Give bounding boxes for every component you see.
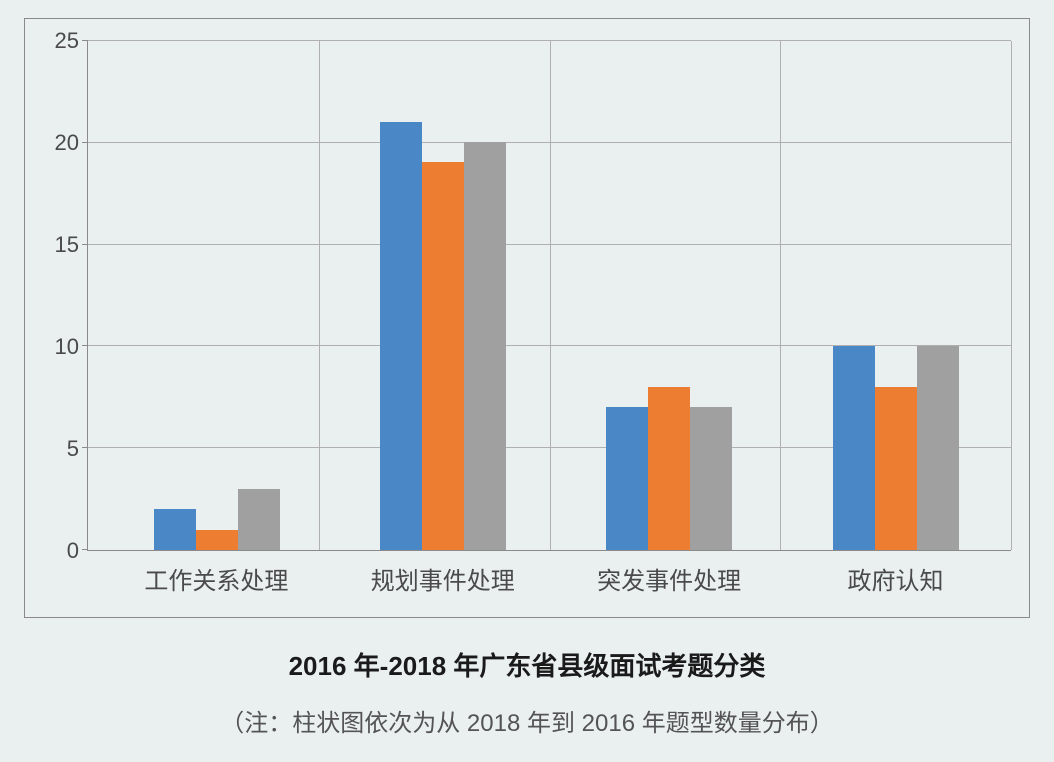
y-tick-label: 10 <box>55 334 79 360</box>
bar <box>606 407 648 550</box>
v-gridline <box>319 41 320 550</box>
bar <box>238 489 280 550</box>
y-tick-label: 5 <box>67 436 79 462</box>
bar <box>380 122 422 550</box>
bar <box>690 407 732 550</box>
bar <box>875 387 917 550</box>
chart-title: 2016 年-2018 年广东省县级面试考题分类 <box>24 646 1030 683</box>
x-tick-label: 突发事件处理 <box>597 561 741 596</box>
v-gridline <box>780 41 781 550</box>
y-tick-label: 20 <box>55 130 79 156</box>
v-gridline <box>1011 41 1012 550</box>
bar-group <box>380 122 506 550</box>
bar-group <box>154 489 280 550</box>
bar <box>648 387 690 550</box>
x-tick-label: 政府认知 <box>848 561 944 596</box>
y-tick-mark <box>82 549 88 550</box>
bar <box>422 162 464 550</box>
plot-wrap: 0510152025 <box>43 41 1011 551</box>
bar <box>833 346 875 550</box>
bar-group <box>606 387 732 550</box>
y-axis: 0510152025 <box>43 41 87 551</box>
x-tick-label: 工作关系处理 <box>144 561 288 596</box>
page: 0510152025 工作关系处理规划事件处理突发事件处理政府认知 2016 年… <box>0 0 1054 762</box>
y-tick-label: 0 <box>67 538 79 564</box>
y-tick-label: 15 <box>55 232 79 258</box>
bar <box>196 530 238 550</box>
bar <box>154 509 196 550</box>
bar-group <box>833 346 959 550</box>
y-tick-label: 25 <box>55 28 79 54</box>
chart-frame: 0510152025 工作关系处理规划事件处理突发事件处理政府认知 <box>24 18 1030 618</box>
bar <box>464 142 506 550</box>
v-gridline <box>550 41 551 550</box>
x-tick-label: 规划事件处理 <box>371 561 515 596</box>
plot-area <box>87 41 1011 551</box>
chart-note: （注：柱状图依次为从 2018 年到 2016 年题型数量分布） <box>24 703 1030 738</box>
x-axis-labels: 工作关系处理规划事件处理突发事件处理政府认知 <box>87 551 1011 591</box>
bar <box>917 346 959 550</box>
